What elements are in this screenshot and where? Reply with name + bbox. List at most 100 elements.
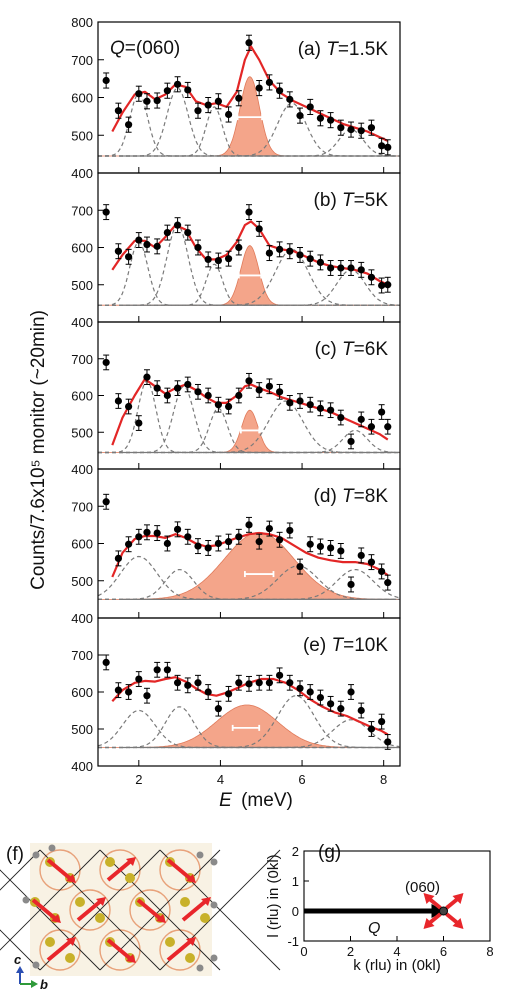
panel-plot-area xyxy=(98,377,400,454)
data-point xyxy=(384,281,392,289)
atom-yellow xyxy=(65,953,75,963)
data-point xyxy=(306,103,314,111)
panel-label: (c) T=6K xyxy=(315,339,389,360)
data-point xyxy=(327,700,335,708)
data-point xyxy=(204,255,212,264)
data-point xyxy=(125,688,133,696)
data-point xyxy=(194,542,202,550)
moment-arrow-head xyxy=(186,874,196,883)
atom-grey xyxy=(196,964,204,972)
y-tick-label: 700 xyxy=(71,499,93,514)
data-point xyxy=(214,256,222,265)
data-point xyxy=(235,533,243,541)
data-point xyxy=(235,243,243,252)
data-point xyxy=(224,690,233,698)
y-tick-label: 400 xyxy=(71,759,93,774)
panel-letter: (e) xyxy=(303,635,332,656)
data-point xyxy=(173,384,182,392)
data-point xyxy=(265,249,274,257)
y-tick-label: 700 xyxy=(71,203,93,218)
data-point xyxy=(357,266,365,274)
data-point xyxy=(327,544,335,552)
inset-x-label: k (rlu) in (0kl) xyxy=(353,957,441,974)
data-point xyxy=(378,142,386,150)
data-point xyxy=(276,87,284,95)
panel-label: (b) T=5K xyxy=(314,190,389,211)
data-point xyxy=(378,281,386,290)
panel-d: 400 500 600 700 (d) T=8K xyxy=(71,468,401,626)
panel-plot-area xyxy=(98,45,400,157)
y-tick-label: 700 xyxy=(71,648,93,663)
data-point xyxy=(265,679,274,687)
inset-y-tick-label: 0 xyxy=(292,904,299,919)
data-point xyxy=(173,679,182,687)
data-point xyxy=(102,76,110,85)
data-point xyxy=(153,529,161,537)
moment-arrow xyxy=(31,898,59,922)
data-point xyxy=(265,525,274,533)
axis-triad: c b xyxy=(14,952,48,992)
data-point xyxy=(255,679,263,687)
y-tick-label: 600 xyxy=(71,537,93,552)
data-point xyxy=(102,208,110,216)
data-point xyxy=(327,116,335,124)
data-point xyxy=(265,78,274,86)
data-point xyxy=(296,562,304,571)
panel-a: 400 500 600 700 800 (a) T=1.5K Q=(060) xyxy=(71,15,401,181)
data-point xyxy=(143,240,151,249)
data-point xyxy=(276,536,284,544)
data-point xyxy=(125,253,133,261)
data-point xyxy=(102,498,110,506)
spin-arrow xyxy=(428,897,442,910)
x-axis-unit: (meV) xyxy=(241,790,293,811)
temp-value: =1.5K xyxy=(338,39,389,60)
data-point xyxy=(306,401,314,409)
data-point xyxy=(276,245,284,253)
panel-plot-area xyxy=(98,676,400,749)
temp-value: =8K xyxy=(354,486,389,507)
data-point xyxy=(194,243,202,252)
data-point xyxy=(194,388,202,396)
x-tick-label: 6 xyxy=(298,772,305,787)
data-point xyxy=(337,413,345,422)
data-point xyxy=(306,255,314,263)
moment-arrow-head xyxy=(126,857,136,866)
data-point xyxy=(255,386,263,394)
data-point xyxy=(143,97,151,105)
moment-arrow xyxy=(166,938,194,962)
data-point xyxy=(194,107,202,115)
orbit-ring xyxy=(69,889,111,931)
spin-arrow-head xyxy=(423,893,435,904)
data-point xyxy=(102,358,110,367)
y-tick-label: 400 xyxy=(71,315,93,330)
crystal-background xyxy=(30,843,212,976)
y-tick-label: 500 xyxy=(71,722,93,737)
inset-x-tick-label: 0 xyxy=(300,944,307,959)
q-arrow-label: Q xyxy=(368,920,380,937)
data-point xyxy=(367,423,376,431)
data-point xyxy=(347,125,355,134)
y-axis-label: Counts/7.6x10⁵ monitor (~20min) xyxy=(28,310,49,590)
data-point xyxy=(265,382,274,390)
data-point xyxy=(184,533,192,541)
data-point xyxy=(135,675,143,683)
moment-arrow-head xyxy=(201,897,211,906)
x-axis-label: E (meV) xyxy=(219,790,293,811)
data-point xyxy=(163,229,171,237)
moment-arrow-head xyxy=(66,874,76,883)
atom-yellow xyxy=(95,913,105,923)
data-point xyxy=(384,423,392,431)
moment-arrow xyxy=(166,858,194,882)
data-point xyxy=(204,688,212,696)
data-point xyxy=(143,373,151,381)
orbit-ring xyxy=(129,889,171,931)
inset-y-tick-label: -1 xyxy=(287,934,299,949)
moment-arrow-head xyxy=(96,897,106,906)
data-point xyxy=(143,692,151,700)
data-point xyxy=(153,666,161,674)
panel-label: (d) T=8K xyxy=(314,486,389,507)
inset-y-tick-label: 2 xyxy=(292,844,299,859)
